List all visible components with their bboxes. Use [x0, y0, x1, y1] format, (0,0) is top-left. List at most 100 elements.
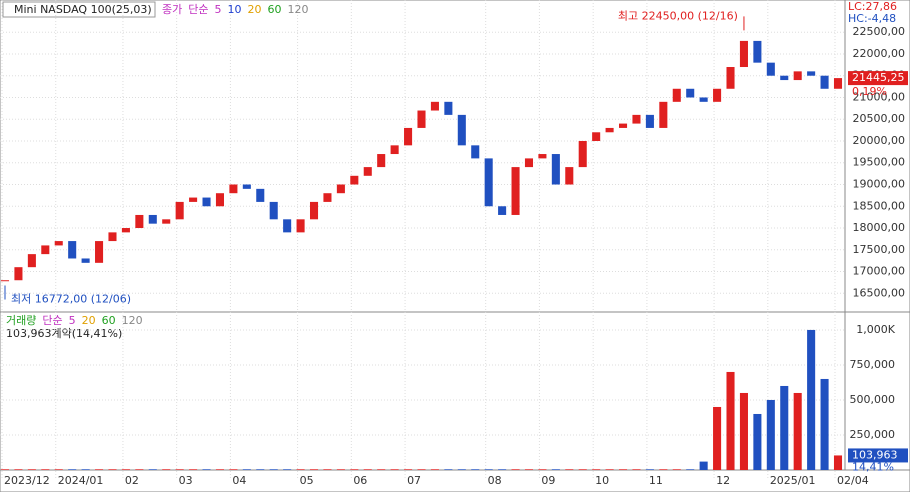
candle — [202, 197, 211, 207]
lc-label: LC:27,86 — [848, 0, 897, 13]
candle — [807, 71, 816, 76]
candle — [565, 167, 574, 185]
candle — [309, 201, 319, 220]
volume-bar — [162, 469, 171, 470]
legend-item: 10 — [228, 3, 242, 16]
volume-bar — [336, 469, 345, 470]
volume-bar — [256, 469, 265, 470]
volume-bar — [242, 469, 251, 470]
volume-bar — [41, 469, 50, 470]
volume-bar — [323, 469, 332, 470]
candle — [578, 140, 587, 168]
candle — [430, 101, 439, 111]
candle — [336, 184, 345, 194]
candle — [242, 184, 251, 189]
volume-bar — [283, 469, 292, 470]
volume-bar — [202, 469, 211, 470]
volume-bar — [229, 469, 238, 470]
candle — [632, 114, 641, 124]
y2-tick-label: 500,000 — [850, 393, 896, 406]
candle — [41, 245, 50, 255]
volume-bar — [309, 469, 319, 470]
hc-label: HC:-4,48 — [848, 12, 896, 25]
candle — [14, 267, 23, 281]
candle — [54, 241, 63, 246]
candle — [121, 228, 130, 233]
x-tick-label: 04 — [232, 474, 246, 487]
volume-bar — [269, 469, 278, 470]
volume-bar — [404, 469, 413, 470]
candle — [498, 206, 507, 215]
candle — [0, 280, 10, 282]
volume-bar — [215, 469, 224, 470]
volume-legend-item: 거래량 — [6, 314, 36, 327]
candle — [256, 188, 265, 202]
candle — [135, 214, 144, 229]
candle — [68, 241, 77, 259]
y-tick-label: 20500,00 — [853, 112, 906, 125]
volume-legend-item: 5 — [69, 314, 76, 327]
low-label: 최저 16772,00 (12/06) — [11, 292, 131, 305]
candle — [229, 184, 238, 194]
volume-bar — [632, 469, 641, 470]
volume-bar — [0, 469, 10, 470]
candle — [148, 214, 157, 224]
volume-bar — [686, 469, 695, 470]
y2-tick-label: 250,000 — [850, 428, 896, 441]
volume-bar — [726, 371, 735, 470]
volume-bar — [538, 469, 547, 470]
volume-bar — [296, 469, 305, 470]
volume-bar — [377, 469, 386, 470]
x-tick-label: 06 — [353, 474, 367, 487]
x-tick-label: 08 — [488, 474, 502, 487]
volume-bar — [417, 469, 426, 470]
volume-legend-item: 20 — [82, 314, 96, 327]
candle — [363, 167, 372, 176]
candle — [766, 62, 775, 76]
legend-item: 단순 — [188, 3, 208, 16]
y2-tick-label: 750,000 — [850, 358, 896, 371]
candle — [739, 40, 748, 68]
x-tick-label: 07 — [407, 474, 421, 487]
y-tick-label: 17000,00 — [853, 265, 906, 278]
candle — [484, 158, 493, 207]
volume-bar — [148, 469, 157, 470]
candle — [404, 127, 413, 146]
candle — [820, 75, 829, 89]
candle — [350, 175, 359, 185]
x-tick-label: 02 — [125, 474, 139, 487]
volume-bar — [95, 469, 104, 470]
candle — [672, 88, 681, 102]
candle — [659, 101, 668, 128]
volume-bar — [524, 469, 534, 470]
volume-bar — [793, 392, 802, 470]
volume-bar — [592, 469, 601, 470]
volume-legend-item: 단순 — [42, 314, 62, 327]
candle — [780, 75, 789, 81]
candle — [726, 67, 735, 89]
volume-bar — [659, 469, 668, 470]
y-tick-label: 22000,00 — [853, 47, 906, 60]
legend-item: 120 — [288, 3, 309, 16]
candle — [189, 197, 198, 202]
volume-bar — [753, 413, 762, 470]
candle — [699, 97, 708, 102]
candle — [753, 40, 762, 63]
candle — [390, 145, 399, 155]
volume-bar — [108, 469, 117, 470]
candle — [457, 114, 466, 146]
candle — [283, 219, 292, 233]
volume-bar — [27, 469, 36, 470]
candle — [833, 78, 843, 89]
volume-legend-item: 120 — [122, 314, 143, 327]
legend-item: 20 — [248, 3, 262, 16]
candle — [538, 154, 547, 159]
volume-bar — [511, 469, 520, 470]
legend-item: 60 — [268, 3, 282, 16]
candle — [175, 201, 184, 220]
candle — [215, 193, 224, 207]
volume-bar — [189, 469, 198, 470]
volume-bar — [457, 469, 466, 470]
candle — [95, 241, 104, 263]
